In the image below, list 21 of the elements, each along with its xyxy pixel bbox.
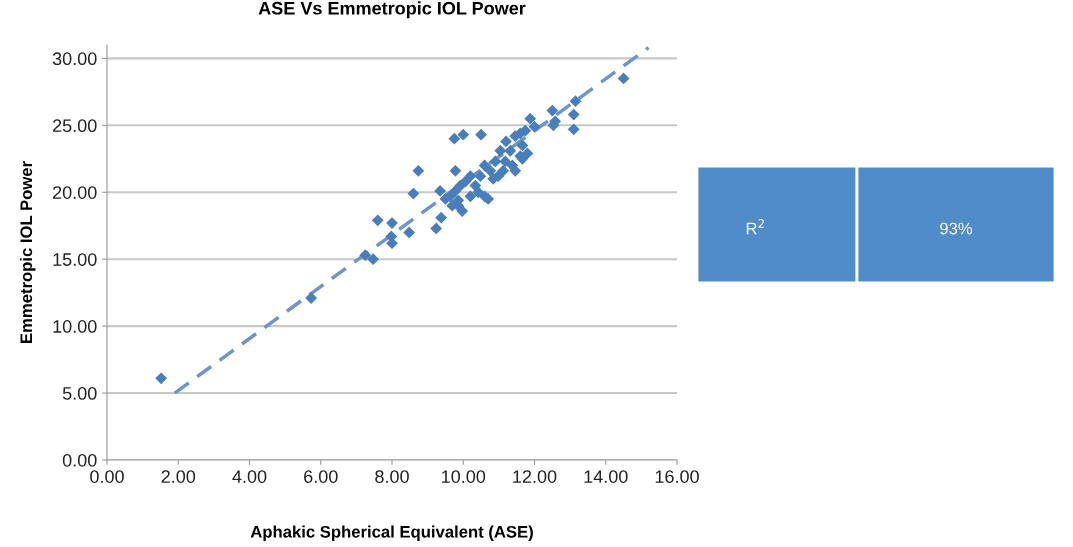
x-tick-label: 14.00 (584, 470, 628, 483)
y-tick-label: 10.00 (53, 320, 97, 333)
x-tick-label: 8.00 (375, 470, 409, 483)
y-tick-label: 15.00 (53, 253, 97, 266)
y-tick-label: 0.00 (62, 453, 97, 467)
x-tick-label: 16.00 (655, 470, 699, 483)
text: R$^{2}$ (746, 219, 764, 235)
y-tick-label: 20.00 (53, 186, 97, 199)
x-axis-title: Aphakic Spherical Equivalent (ASE) (250, 525, 533, 541)
x-tick-label: 12.00 (513, 470, 557, 483)
text: 93% (940, 222, 973, 235)
y-tick-label: 5.00 (62, 387, 97, 400)
x-tick-label: 4.00 (232, 470, 267, 483)
y-tick-label: 30.00 (52, 52, 97, 66)
y-axis-title: Emmetropic IOL Power (19, 161, 36, 343)
x-tick-label: 2.00 (161, 470, 196, 483)
y-tick-label: 25.00 (53, 119, 97, 133)
chart-title: ASE Vs Emmetropic IOL Power (258, 1, 526, 19)
x-tick-label: 6.00 (304, 470, 338, 483)
x-tick-label: 10.00 (442, 470, 486, 483)
x-tick-label: 0.00 (90, 470, 124, 483)
